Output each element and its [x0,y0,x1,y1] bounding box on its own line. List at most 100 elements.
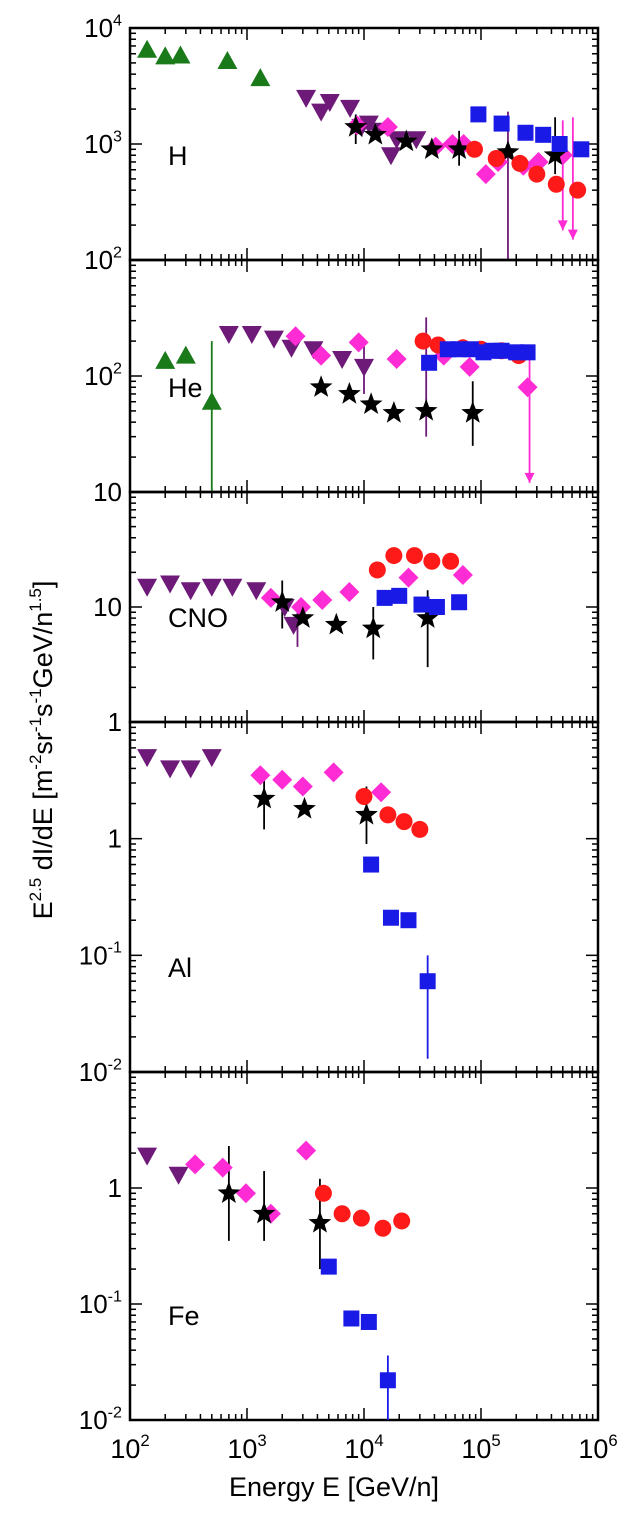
panel-he-point-star [338,382,361,404]
panel-fe-point-diamond [185,1154,206,1175]
panel-cno-point-square [428,599,445,615]
panel-cno-element-label: CNO [168,603,228,633]
panel-h-point-circle [569,181,587,199]
panel-cno-point-triangle-down [246,582,267,601]
panel-cno-point-circle [368,561,386,579]
panel-h-point-circle [511,154,529,172]
panel-cno-point-star [291,606,315,628]
panel-h-frame [128,26,600,262]
y-axis-label: E2.5 dI/dE [m-2sr-1s-1GeV/n1.5] [26,581,58,920]
panel-h-point-diamond [475,164,496,185]
panel-he-point-triangle-up [155,350,176,369]
panel-h-point-circle [466,140,484,158]
panel-he-point-diamond [459,356,480,377]
panel-h-point-star [394,129,418,152]
panel-cno-point-diamond [291,597,312,617]
panel-h-point-triangle-down [319,94,340,113]
panel-h-point-circle [487,149,505,167]
panel-h-upper-limit-arrow [567,229,578,240]
panel-al-point-star [293,796,316,819]
panel-he-point-diamond [285,326,306,347]
panel-al-point-circle [355,787,373,805]
x-tick-label: 103 [227,1431,266,1464]
x-tick-label: 104 [344,1431,383,1464]
panel-h-point-triangle-up [155,46,176,65]
panel-he-point-diamond [386,349,407,370]
panel-cno-y-tick-label: 10 [93,592,122,622]
panel-al-point-triangle-down [137,749,158,768]
panel-al-point-diamond [250,765,271,786]
panel-al-element-label: Al [168,953,192,983]
panel-h-point-square [535,126,552,143]
panel-he-point-triangle-down [241,326,262,345]
panel-fe-point-square [379,1372,396,1389]
panel-al-point-square [419,973,436,990]
panel-h-point-triangle-down [340,99,361,118]
panel-fe-frame [128,1070,600,1422]
panel-he-y-tick-label: 102 [84,359,122,391]
panel-fe-element-label: Fe [168,1301,200,1331]
panel-cno-point-diamond [339,582,360,603]
panel-he-element-label: He [168,373,203,403]
panel-cno-point-square [391,587,408,604]
panel-h-point-circle [528,165,546,183]
panel-he-point-triangle-down [332,351,353,370]
x-tick-label: 102 [110,1431,149,1464]
panel-cno-point-diamond [312,590,333,611]
panel-h-point-star [447,137,471,159]
panel-cno-point-diamond [260,587,281,608]
panel-fe-point-circle [314,1184,332,1202]
panel-cno-point-star [324,612,348,635]
panel-al-point-circle [411,820,429,838]
panel-he-point-triangle-down [218,326,239,345]
panel-h-point-square [551,136,568,152]
panel-he-point-square [493,342,510,359]
panel-h-upper-limit-arrow [557,220,568,231]
panel-he-point-triangle-down [303,341,324,360]
panel-cno-y-tick-label: 1 [108,707,122,737]
panel-h-point-star [543,143,567,165]
panel-cno-point-diamond [398,567,419,588]
panel-he-y-tick-label: 10 [93,477,122,507]
panel-fe-point-circle [374,1219,392,1237]
panel-al-frame [128,720,600,1074]
panel-fe-point-circle [393,1212,411,1230]
panel-cno-point-circle [385,547,403,565]
panel-al-point-square [400,912,417,929]
panel-he-point-triangle-up [175,345,196,364]
panel-al-point-triangle-down [201,749,222,768]
panel-fe-point-square [343,1310,360,1327]
panel-fe-point-triangle-down [137,1147,158,1166]
panel-h-point-triangle-down [311,103,332,122]
panel-fe-point-star [252,1201,276,1224]
panel-cno-point-triangle-down [160,575,181,594]
panel-cno-point-star [270,590,294,612]
panel-fe-point-square [320,1258,337,1275]
panel-al-point-triangle-down [180,760,201,779]
panel-cno-point-circle [405,547,423,565]
panel-al-y-tick-label: 10-2 [79,1055,122,1087]
panel-h-point-star [496,140,520,162]
panel-cno-point-triangle-down [222,578,243,597]
panel-h-point-square [493,115,510,132]
panel-al-point-square [382,909,399,926]
x-tick-label: 106 [578,1431,617,1464]
panel-he-point-circle [414,332,432,350]
panel-fe-y-tick-label: 10-2 [79,1403,122,1435]
panel-h-element-label: H [168,141,188,171]
panel-he-point-triangle-down [263,330,284,349]
panel-cno-point-triangle-down [201,578,222,597]
panel-al-y-tick-label: 10-1 [79,939,122,971]
panel-h-point-triangle-down [386,131,407,150]
panel-h-y-tick-label: 103 [84,127,122,159]
panel-h-point-circle [547,175,565,193]
panel-cno-point-square [376,589,393,606]
panel-h-point-star [420,137,444,159]
panel-cno-point-circle [442,552,460,570]
panel-h-point-square [573,141,590,158]
panel-cno-point-square [413,596,430,613]
panel-he-upper-limit-arrow [524,472,535,483]
panel-cno-point-square [451,594,468,611]
